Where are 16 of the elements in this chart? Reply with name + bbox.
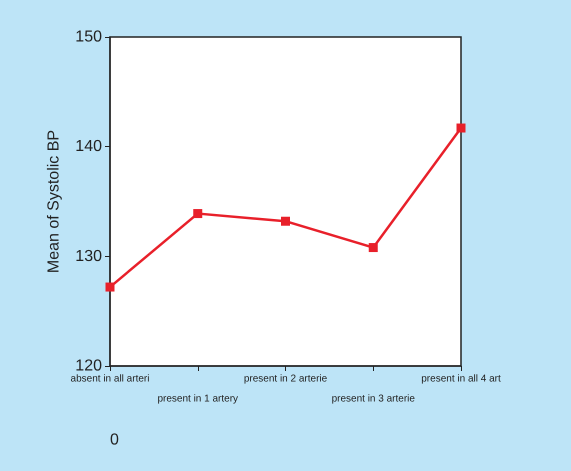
x-tick-label: present in 2 arterie (244, 374, 328, 384)
point (456, 124, 466, 133)
point (368, 243, 378, 252)
point (193, 209, 202, 218)
y-axis-title: Mean of Systolic BP (46, 130, 62, 274)
y-tick-label: 150 (75, 28, 102, 46)
y-tick-label: 120 (75, 358, 102, 374)
x-tick-label: absent in all arteri (70, 374, 150, 384)
point (106, 282, 114, 292)
x-tick-label: present in 1 artery (157, 394, 238, 404)
point (281, 216, 290, 226)
text: 0 (110, 432, 119, 448)
y-tick-label: 140 (75, 138, 102, 156)
x-tick-label: present in all 4 art (421, 374, 501, 384)
y-tick-label: 130 (75, 248, 102, 265)
x-tick-label: present in 3 arterie (332, 394, 416, 404)
